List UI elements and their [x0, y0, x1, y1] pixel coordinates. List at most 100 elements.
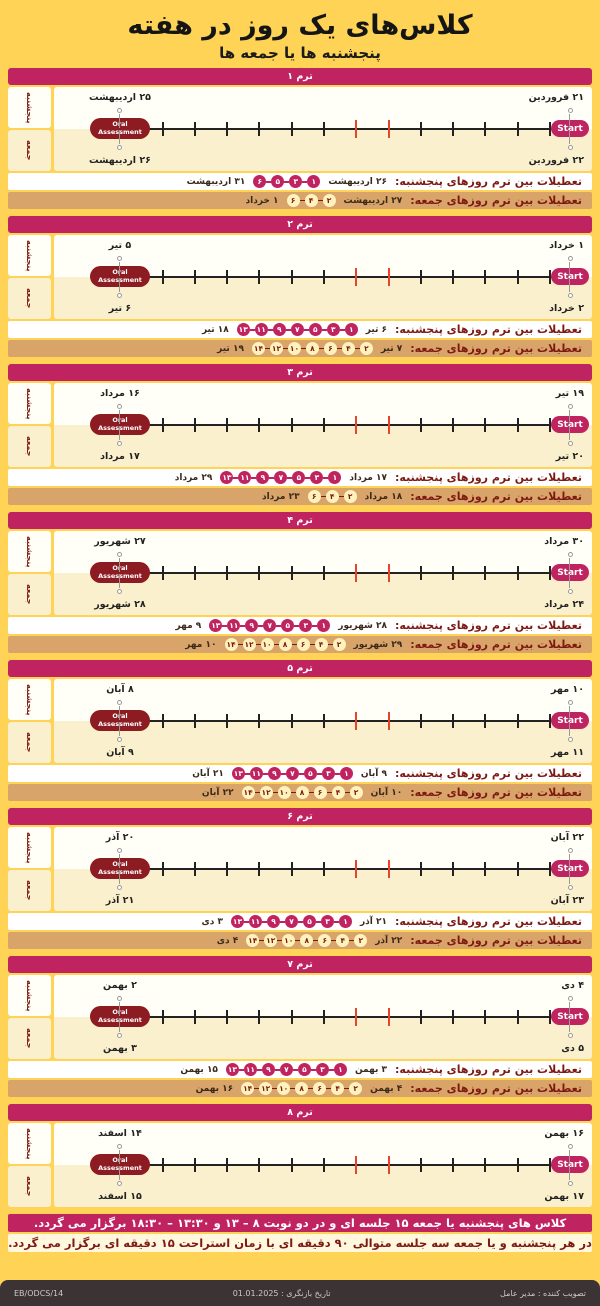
weekday-column: پنجشنبه جمعه — [8, 87, 51, 171]
marker-circle — [568, 700, 573, 705]
break-day-pill: ۱۱ — [254, 323, 268, 336]
timeline-tick — [323, 714, 325, 728]
break-day-pill: ۳ — [321, 767, 335, 780]
break-day-pill: ۸ — [278, 638, 292, 651]
marker-stem — [119, 558, 120, 572]
friday-column-label: جمعه — [8, 1018, 51, 1059]
page-header: کلاس‌های یک روز در هفته پنجشنبه ها یا جم… — [0, 0, 600, 68]
timeline-tick — [258, 270, 261, 284]
break-day-pill: ۲ — [343, 490, 357, 503]
term-title-bar: ترم ۴ — [8, 512, 592, 529]
break-day-pills: ۲ ۴ ۶ ۸ ۱۰ ۱۲ ۱۴ — [251, 342, 373, 355]
break-day-pill: ۶ — [286, 194, 300, 207]
timeline-tick — [516, 122, 519, 136]
marker-stem — [569, 854, 570, 868]
pill-connector-dash — [277, 939, 283, 942]
timeline-red-tick — [387, 1156, 390, 1174]
break-day-pill: ۹ — [272, 323, 286, 336]
marker-stem — [119, 410, 120, 424]
break-day-pills: ۱ ۳ ۵ ۷ ۹ ۱۱ ۱۳ — [231, 915, 352, 928]
timeline-tick — [193, 862, 196, 876]
timeline-tick — [290, 1158, 293, 1172]
marker-stem — [569, 722, 570, 736]
break-day-pill: ۱۲ — [259, 786, 273, 799]
timeline-tick — [193, 1010, 196, 1024]
break-day-pill: ۱۲ — [259, 1082, 273, 1095]
approver-label: تصویب کننده : مدیر عامل — [500, 1288, 586, 1298]
date-label-friday-start: ۲۲ فروردین — [528, 155, 584, 166]
thursday-break-label: تعطیلات بین ترم روزهای پنجشنبه: — [395, 175, 582, 188]
term-section: ترم ۳ Oral Assessment Start ۱۹ تیر ۲۰ تی… — [0, 364, 600, 505]
break-start-date: ۴ بهمن — [370, 1083, 403, 1094]
pill-connector-dash — [244, 772, 250, 775]
break-end-date: ۱۹ تیر — [217, 343, 244, 354]
oral-assessment-pill: Oral Assessment — [90, 1006, 150, 1027]
timeline-tick — [548, 1158, 551, 1172]
pill-connector-dash — [240, 624, 246, 627]
pill-connector-dash — [318, 347, 324, 350]
thursday-break-row: تعطیلات بین ترم روزهای پنجشنبه: ۳ بهمن ۱… — [8, 1061, 592, 1078]
break-day-pill: ۳ — [326, 323, 340, 336]
pill-connector-dash — [302, 180, 308, 183]
thursday-column-label: پنجشنبه — [8, 1123, 51, 1164]
timeline-tick — [484, 1158, 487, 1172]
timeline-tick — [452, 270, 455, 284]
marker-stem — [119, 1166, 120, 1180]
break-day-pill: ۴ — [325, 490, 339, 503]
date-label-friday-start: ۲ خرداد — [549, 303, 584, 314]
break-start-date: ۲۶ اردیبهشت — [328, 176, 388, 187]
marker-circle — [117, 737, 122, 742]
date-label-thursday-start: ۱ خرداد — [549, 240, 584, 251]
marker-stem — [569, 558, 570, 572]
date-label-thursday-start: ۱۶ بهمن — [544, 1128, 584, 1139]
start-pill: Start — [551, 1156, 589, 1173]
timeline-tick — [548, 862, 551, 876]
pill-connector-dash — [276, 624, 282, 627]
break-day-pill: ۴ — [336, 934, 350, 947]
timeline-tick — [452, 1158, 455, 1172]
marker-circle — [117, 848, 122, 853]
marker-circle — [568, 293, 573, 298]
break-day-pill: ۱۲ — [264, 934, 278, 947]
marker-circle — [117, 552, 122, 557]
timeline-tick — [516, 270, 519, 284]
pill-connector-dash — [316, 920, 321, 923]
pill-connector-dash — [269, 476, 275, 479]
date-label-thursday-start: ۲۲ آبان — [550, 832, 584, 843]
term-title-bar: ترم ۲ — [8, 216, 592, 233]
friday-column-label: جمعه — [8, 1166, 51, 1207]
timeline-line — [94, 276, 584, 278]
date-label-thursday-start: ۳۰ مرداد — [544, 536, 584, 547]
marker-circle — [117, 256, 122, 261]
revision-date-label: تاریخ بازنگری : 01.01.2025 — [232, 1288, 331, 1298]
timeline-tick — [548, 714, 551, 728]
timeline-tick — [290, 566, 293, 580]
timeline-tick — [161, 714, 164, 728]
break-day-pill: ۸ — [295, 786, 309, 799]
break-day-pill: ۲ — [359, 342, 373, 355]
break-day-pill: ۹ — [261, 1063, 275, 1076]
marker-stem — [569, 1166, 570, 1180]
break-day-pill: ۱۳ — [231, 767, 245, 780]
break-start-date: ۲۲ آذر — [375, 935, 403, 946]
oral-assessment-pill: Oral Assessment — [90, 414, 150, 435]
pill-connector-dash — [339, 328, 345, 331]
break-day-pill: ۶ — [313, 786, 327, 799]
timeline-tick — [452, 1010, 455, 1024]
marker-circle — [568, 737, 573, 742]
break-day-pill: ۱۱ — [238, 471, 252, 484]
pill-connector-dash — [295, 939, 301, 942]
timeline-tick — [193, 122, 196, 136]
break-day-pill: ۲ — [332, 638, 346, 651]
timeline-tick — [452, 122, 455, 136]
marker-circle — [117, 1033, 122, 1038]
break-day-pill: ۱۴ — [251, 342, 265, 355]
thursday-column-label: پنجشنبه — [8, 383, 51, 424]
break-end-date: ۳ دی — [201, 916, 223, 927]
timeline-tick — [193, 418, 196, 432]
timeline-tick — [548, 270, 551, 284]
thursday-break-row: تعطیلات بین ترم روزهای پنجشنبه: ۱۷ مرداد… — [8, 469, 592, 486]
timeline-red-tick — [387, 712, 390, 730]
